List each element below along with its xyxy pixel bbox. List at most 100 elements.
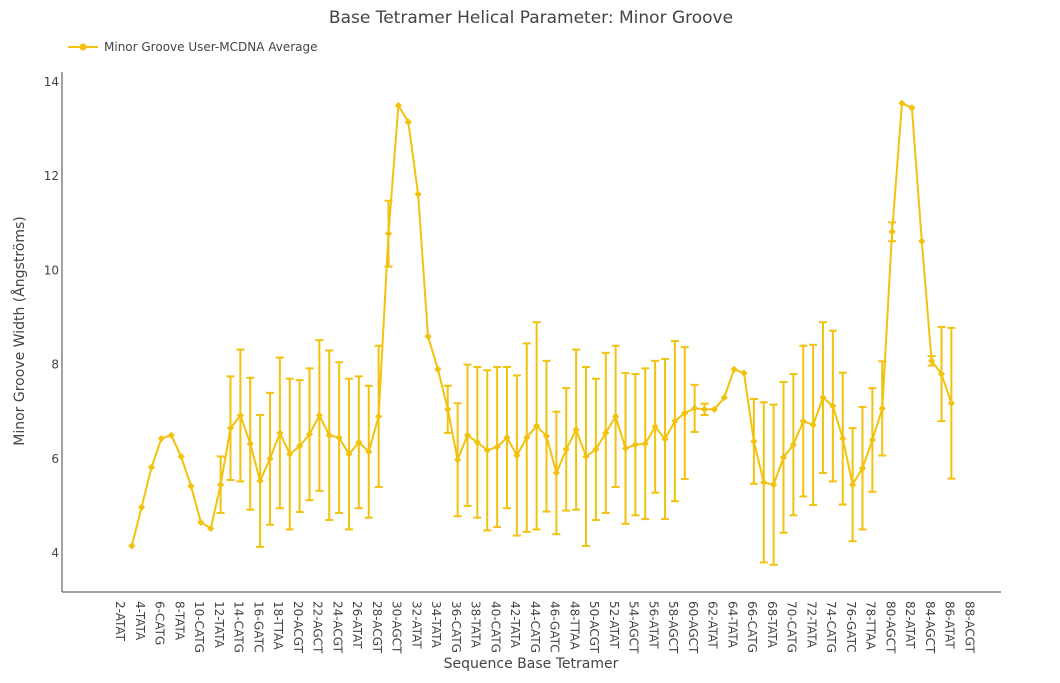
data-point[interactable] <box>849 481 857 489</box>
data-point[interactable] <box>908 104 916 112</box>
data-point[interactable] <box>197 518 205 526</box>
data-point[interactable] <box>256 477 264 485</box>
data-point[interactable] <box>779 453 788 461</box>
data-point[interactable] <box>454 456 462 464</box>
data-point[interactable] <box>246 440 254 448</box>
data-point[interactable] <box>128 542 136 550</box>
data-point[interactable] <box>750 437 758 445</box>
data-point[interactable] <box>592 445 600 453</box>
data-point[interactable] <box>276 429 284 437</box>
data-point[interactable] <box>236 411 244 420</box>
data-point[interactable] <box>414 190 422 198</box>
data-point[interactable] <box>809 421 817 429</box>
data-point[interactable] <box>770 481 778 489</box>
data-point[interactable] <box>404 118 412 126</box>
x-tick-label: 16-GATC <box>251 601 265 653</box>
data-point[interactable] <box>621 444 630 453</box>
data-point[interactable] <box>217 481 225 489</box>
data-point[interactable] <box>325 431 333 439</box>
data-point[interactable] <box>375 412 383 421</box>
data-point[interactable] <box>424 332 432 340</box>
x-tick-label: 52-ATAT <box>607 601 621 649</box>
x-tick-label: 80-AGCT <box>883 601 897 654</box>
data-point[interactable] <box>937 370 946 378</box>
data-point[interactable] <box>641 440 649 448</box>
y-tick-label: 10 <box>44 263 59 277</box>
data-point[interactable] <box>533 422 541 430</box>
data-point[interactable] <box>928 357 936 365</box>
data-point[interactable] <box>898 99 906 107</box>
data-point[interactable] <box>167 431 175 439</box>
data-point[interactable] <box>315 411 323 420</box>
data-point[interactable] <box>147 463 156 471</box>
data-point[interactable] <box>305 430 314 438</box>
data-point[interactable] <box>878 404 886 413</box>
x-tick-label: 88-ACGT <box>962 601 976 654</box>
legend-marker-swatch <box>79 43 87 51</box>
data-point[interactable] <box>355 438 363 446</box>
x-tick-label: 34-TATA <box>429 601 443 649</box>
data-point[interactable] <box>562 445 570 453</box>
data-point[interactable] <box>473 438 481 446</box>
y-tick-label: 6 <box>51 452 59 466</box>
data-point[interactable] <box>542 432 551 440</box>
data-point[interactable] <box>888 228 896 236</box>
data-point[interactable] <box>523 434 531 442</box>
data-point[interactable] <box>681 409 689 417</box>
data-point[interactable] <box>740 369 748 377</box>
data-point[interactable] <box>365 448 373 456</box>
data-point[interactable] <box>691 404 699 413</box>
data-point[interactable] <box>138 503 146 511</box>
data-point[interactable] <box>612 412 620 421</box>
data-point[interactable] <box>651 423 659 431</box>
data-point[interactable] <box>671 417 679 425</box>
data-point[interactable] <box>858 464 867 472</box>
data-point[interactable] <box>700 405 709 413</box>
data-point[interactable] <box>226 424 235 432</box>
data-point[interactable] <box>483 446 491 454</box>
data-point[interactable] <box>720 393 728 402</box>
data-point[interactable] <box>335 434 343 442</box>
data-point[interactable] <box>799 417 807 425</box>
data-point[interactable] <box>177 452 185 461</box>
data-point[interactable] <box>444 405 452 413</box>
data-point[interactable] <box>572 425 580 434</box>
data-point[interactable] <box>582 452 590 461</box>
data-point[interactable] <box>552 469 560 477</box>
data-point[interactable] <box>829 402 837 410</box>
x-tick-label: 2-ATAT <box>113 601 127 642</box>
data-point[interactable] <box>730 365 738 373</box>
data-point[interactable] <box>157 434 165 443</box>
data-point[interactable] <box>602 429 610 437</box>
data-point[interactable] <box>918 237 926 245</box>
data-point[interactable] <box>384 230 393 238</box>
data-point[interactable] <box>286 450 294 458</box>
data-point[interactable] <box>760 478 768 486</box>
data-point[interactable] <box>789 441 797 449</box>
data-point[interactable] <box>394 101 402 110</box>
x-tick-label: 4-TATA <box>133 601 147 641</box>
x-tick-label: 28-ACGT <box>370 601 384 654</box>
data-point[interactable] <box>947 399 955 407</box>
data-point[interactable] <box>434 365 442 373</box>
x-tick-label: 72-TATA <box>804 601 818 649</box>
data-point[interactable] <box>710 405 718 413</box>
x-tick-labels: 2-ATAT 4-TATA 6-CATG 8-TATA 10-CATG 12-TATA 14… <box>113 601 976 654</box>
data-point[interactable] <box>661 435 669 443</box>
legend[interactable]: Minor Groove User-MCDNA Average <box>68 40 318 54</box>
x-tick-label: 14-CATG <box>232 601 246 653</box>
data-point[interactable] <box>345 450 353 458</box>
data-point[interactable] <box>463 431 472 439</box>
data-point[interactable] <box>296 442 304 450</box>
data-point[interactable] <box>513 451 521 460</box>
data-point[interactable] <box>839 434 847 443</box>
data-point[interactable] <box>631 441 639 449</box>
data-point[interactable] <box>493 443 501 451</box>
data-point[interactable] <box>503 434 511 442</box>
data-point[interactable] <box>819 393 827 402</box>
data-point[interactable] <box>266 455 274 463</box>
x-tick-label: 62-ATAT <box>706 601 720 649</box>
data-point[interactable] <box>868 436 876 444</box>
data-point[interactable] <box>207 524 215 533</box>
data-point[interactable] <box>187 482 195 490</box>
